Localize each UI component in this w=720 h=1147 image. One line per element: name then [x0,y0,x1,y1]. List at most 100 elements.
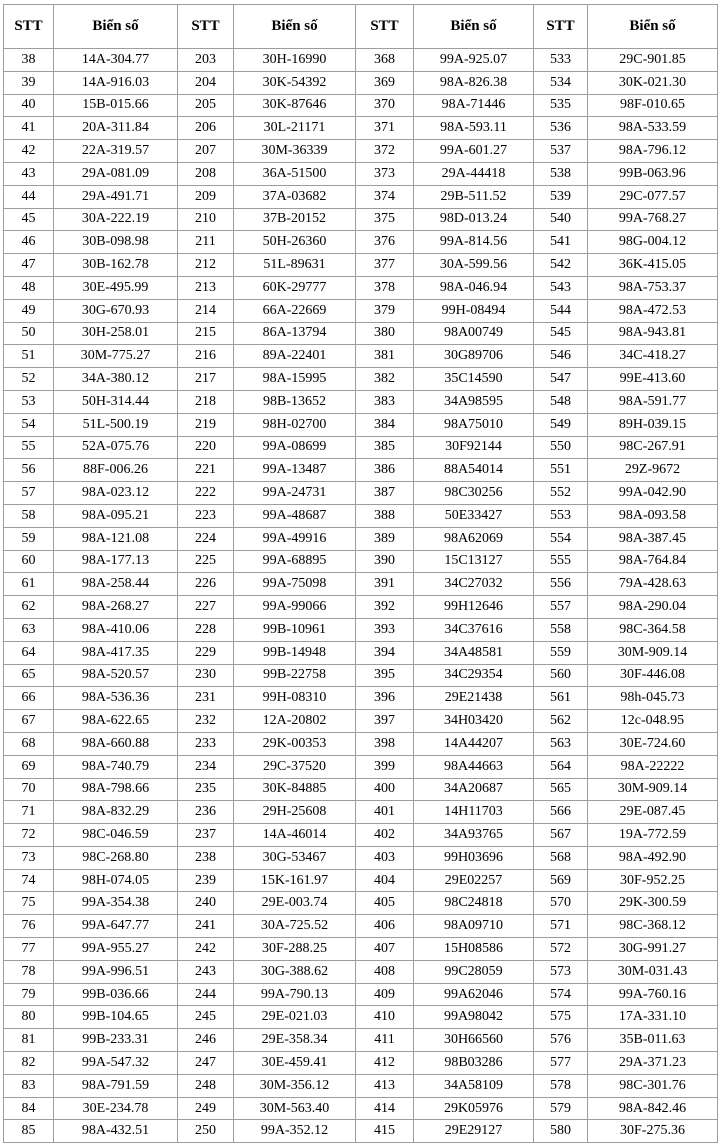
plate-cell: 98A-121.08 [53,526,178,551]
stt-cell: 250 [177,1119,234,1144]
plate-cell: 98A-258.44 [53,572,178,597]
stt-cell: 567 [533,823,588,847]
stt-cell: 557 [533,595,588,619]
stt-cell: 66 [3,686,54,711]
plate-cell: 98A-791.59 [53,1073,178,1098]
stt-cell: 234 [177,754,234,779]
table-row: 48 30E-495.99 213 60K-29777 378 98A-046.94 543… [3,275,718,300]
stt-cell: 382 [355,367,414,391]
plate-cell: 14H11703 [413,800,534,825]
plate-cell: 30E-234.78 [53,1096,178,1121]
stt-cell: 50 [3,321,54,346]
stt-cell: 203 [177,48,234,72]
stt-cell: 52 [3,367,54,391]
plate-cell: 99A-99066 [233,595,356,619]
plate-cell: 99A-24731 [233,481,356,505]
table-row: 63 98A-410.06 228 99B-10961 393 34C37616 558 98… [3,617,718,642]
plate-cell: 88A54014 [413,458,534,483]
plate-cell: 99A-08699 [233,435,356,460]
plate-cell: 19A-772.59 [587,823,718,847]
plate-cell: 98A-268.27 [53,595,178,619]
plate-cell: 98A-472.53 [587,298,718,323]
stt-cell: 49 [3,298,54,323]
stt-cell: 371 [355,116,414,141]
plate-cell: 99A-768.27 [587,207,718,232]
plate-cell: 98A-046.94 [413,275,534,300]
stt-cell: 548 [533,389,588,414]
table-row: 82 99A-547.32 247 30E-459.41 412 98B03286 577 2… [3,1051,718,1075]
plate-cell: 29A-491.71 [53,184,178,209]
stt-cell: 535 [533,93,588,118]
stt-cell: 553 [533,503,588,528]
stt-cell: 574 [533,982,588,1007]
plate-cell: 79A-428.63 [587,572,718,597]
plate-cell: 99H12646 [413,595,534,619]
table-row: 49 30G-670.93 214 66A-22669 379 99H-08494 544 9… [3,298,718,323]
table-row: 74 98H-074.05 239 15K-161.97 404 29E02257 569 3… [3,868,718,893]
plate-cell: 99A-547.32 [53,1051,178,1075]
plate-cell: 30E-724.60 [587,731,718,756]
table-row: 51 30M-775.27 216 89A-22401 381 30G89706 546 34… [3,344,718,369]
stt-cell: 411 [355,1028,414,1053]
stt-cell: 383 [355,389,414,414]
plate-cell: 98A-764.84 [587,549,718,574]
stt-cell: 374 [355,184,414,209]
plate-cell: 29A-081.09 [53,161,178,186]
stt-cell: 406 [355,914,414,939]
plate-cell: 98A-023.12 [53,481,178,505]
plate-cell: 30F-952.25 [587,868,718,893]
stt-cell: 54 [3,412,54,437]
plate-cell: 29C-901.85 [587,48,718,72]
stt-cell: 550 [533,435,588,460]
plate-cell: 98A-593.11 [413,116,534,141]
plate-cell: 99A62046 [413,982,534,1007]
stt-cell: 69 [3,754,54,779]
stt-cell: 398 [355,731,414,756]
stt-cell: 243 [177,959,234,984]
plate-cell: 99A-814.56 [413,230,534,255]
plate-cell: 29E-003.74 [233,891,356,916]
table-row: 62 98A-268.27 227 99A-99066 392 99H12646 557 98… [3,595,718,619]
stt-cell: 372 [355,139,414,163]
plate-cell: 29E-087.45 [587,800,718,825]
plate-cell: 99A-75098 [233,572,356,597]
stt-cell: 560 [533,663,588,688]
plate-cell: 98A-842.46 [587,1096,718,1121]
plate-cell: 98A-177.13 [53,549,178,574]
stt-cell: 239 [177,868,234,893]
stt-cell: 71 [3,800,54,825]
stt-cell: 58 [3,503,54,528]
plate-cell: 99A-042.90 [587,481,718,505]
stt-cell: 404 [355,868,414,893]
plate-cell: 99A-352.12 [233,1119,356,1144]
plate-cell: 98A-22222 [587,754,718,779]
stt-cell: 378 [355,275,414,300]
table-row: 42 22A-319.57 207 30M-36339 372 99A-601.27 537… [3,139,718,163]
stt-cell: 64 [3,640,54,665]
stt-cell: 61 [3,572,54,597]
table-row: 77 99A-955.27 242 30F-288.25 407 15H08586 572 3… [3,937,718,961]
stt-cell: 396 [355,686,414,711]
plate-cell: 30G-388.62 [233,959,356,984]
stt-cell: 215 [177,321,234,346]
table-row: 75 99A-354.38 240 29E-003.74 405 98C24818 570 2… [3,891,718,916]
stt-cell: 44 [3,184,54,209]
stt-cell: 402 [355,823,414,847]
stt-cell: 246 [177,1028,234,1053]
plate-cell: 30G89706 [413,344,534,369]
header-plate-1: Biển số [53,4,178,49]
plate-cell: 98A-093.58 [587,503,718,528]
table-row: 79 99B-036.66 244 99A-790.13 409 99A62046 574 9… [3,982,718,1007]
plate-cell: 30M-563.40 [233,1096,356,1121]
stt-cell: 77 [3,937,54,961]
plate-cell: 29C-37520 [233,754,356,779]
plate-cell: 30K-021.30 [587,70,718,95]
stt-cell: 237 [177,823,234,847]
stt-cell: 210 [177,207,234,232]
stt-cell: 539 [533,184,588,209]
table-row: 69 98A-740.79 234 29C-37520 399 98A44663 564 98… [3,754,718,779]
stt-cell: 558 [533,617,588,642]
stt-cell: 56 [3,458,54,483]
plate-cell: 99A-48687 [233,503,356,528]
stt-cell: 544 [533,298,588,323]
